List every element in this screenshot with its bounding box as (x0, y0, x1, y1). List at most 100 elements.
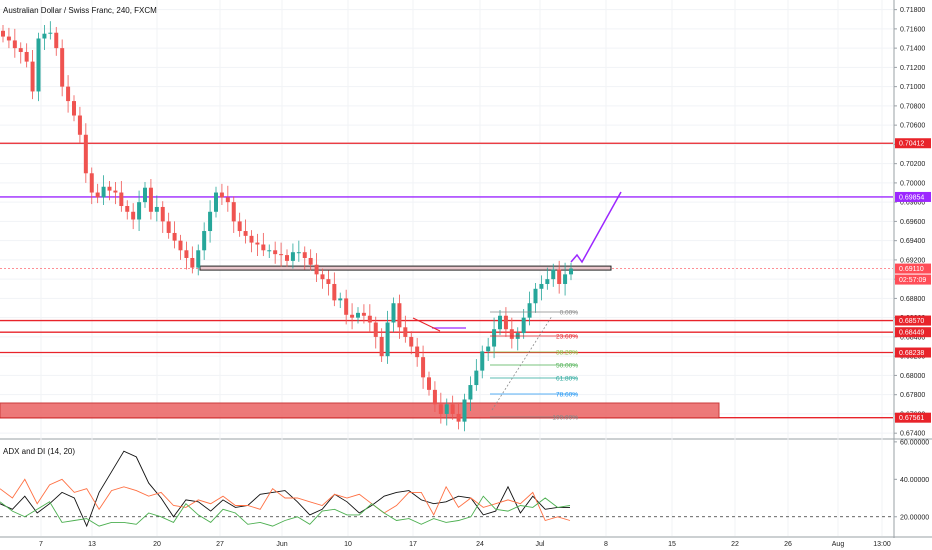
candle[interactable] (332, 283, 337, 301)
candle[interactable] (273, 250, 278, 255)
candle[interactable] (208, 211, 213, 232)
candle[interactable] (557, 269, 562, 284)
candle[interactable] (231, 202, 236, 222)
candle[interactable] (397, 303, 402, 328)
candle[interactable] (468, 385, 473, 400)
candle[interactable] (54, 32, 59, 49)
candle[interactable] (296, 252, 301, 254)
candle[interactable] (214, 192, 218, 212)
candle[interactable] (356, 312, 360, 318)
candle[interactable] (314, 264, 319, 275)
candle[interactable] (385, 322, 390, 357)
trend-segment[interactable] (412, 317, 441, 332)
candle[interactable] (290, 252, 295, 261)
candle[interactable] (131, 211, 136, 220)
candle[interactable] (30, 61, 35, 92)
candle[interactable] (279, 254, 284, 256)
candle[interactable] (89, 173, 94, 193)
candle[interactable] (285, 255, 289, 261)
candle[interactable] (12, 40, 17, 49)
candle[interactable] (480, 351, 485, 371)
candle[interactable] (456, 413, 461, 422)
candle[interactable] (474, 370, 479, 386)
candle[interactable] (24, 51, 29, 62)
candle[interactable] (18, 48, 23, 52)
candle[interactable] (462, 399, 467, 422)
candle[interactable] (444, 404, 449, 414)
candle[interactable] (486, 346, 491, 352)
candle[interactable] (527, 303, 532, 318)
candle[interactable] (320, 274, 325, 280)
candle[interactable] (326, 279, 331, 284)
candle[interactable] (344, 298, 349, 315)
candle[interactable] (125, 206, 130, 212)
candle[interactable] (107, 186, 112, 191)
candle[interactable] (533, 288, 538, 304)
candle[interactable] (119, 192, 124, 207)
candle[interactable] (302, 252, 307, 258)
price-axis[interactable]: 7 13 20 27 Jun 10 17 24 Jul 8 15 22 26 Aug 13:00 0.7180… (39, 7, 931, 548)
candle[interactable] (503, 315, 508, 330)
candle[interactable] (66, 86, 71, 102)
candle[interactable] (1, 30, 5, 37)
candle[interactable] (60, 48, 65, 87)
candle[interactable] (551, 269, 556, 280)
indicator-line[interactable] (0, 495, 571, 527)
candle[interactable] (184, 250, 189, 258)
candle[interactable] (48, 32, 53, 34)
candle[interactable] (101, 186, 106, 198)
candle[interactable] (154, 206, 159, 212)
candle[interactable] (77, 115, 82, 135)
candle[interactable] (427, 377, 431, 390)
candle[interactable] (421, 357, 426, 378)
candle[interactable] (255, 242, 260, 245)
candle[interactable] (95, 192, 100, 198)
indicator-line[interactable] (0, 450, 570, 528)
candle[interactable] (172, 232, 177, 241)
candle[interactable] (563, 274, 568, 284)
candle[interactable] (350, 314, 355, 318)
candle[interactable] (249, 235, 254, 243)
candle[interactable] (148, 187, 153, 212)
candle[interactable] (338, 298, 343, 301)
resistance-band[interactable] (199, 265, 612, 271)
candle[interactable] (432, 389, 437, 405)
support-zone[interactable] (0, 402, 720, 419)
candle[interactable] (166, 221, 171, 233)
candle[interactable] (498, 315, 502, 330)
candle[interactable] (379, 336, 384, 357)
candle[interactable] (261, 244, 266, 251)
candle[interactable] (42, 33, 47, 39)
candle[interactable] (373, 322, 378, 337)
indicator-line[interactable] (0, 478, 571, 522)
candle[interactable] (72, 101, 76, 116)
candle[interactable] (438, 404, 443, 414)
candle[interactable] (113, 190, 118, 193)
candle[interactable] (178, 240, 183, 251)
candle[interactable] (415, 346, 420, 358)
plot-area[interactable]: 0.00% 23.60% 38.20% 50.00% 61.80% 78.60% 100.0… (0, 21, 893, 528)
candle[interactable] (450, 404, 455, 414)
candle[interactable] (6, 36, 11, 41)
candle[interactable] (237, 221, 242, 232)
candle[interactable] (391, 303, 396, 323)
candle[interactable] (539, 283, 544, 289)
candle[interactable] (509, 329, 514, 339)
candle[interactable] (196, 250, 201, 268)
candle[interactable] (361, 312, 366, 316)
projection-path[interactable] (570, 191, 622, 264)
candle[interactable] (403, 327, 408, 337)
candle[interactable] (83, 134, 88, 174)
candle[interactable] (202, 231, 207, 251)
candle[interactable] (521, 317, 526, 334)
candle[interactable] (308, 257, 313, 265)
candle[interactable] (492, 329, 497, 347)
candle[interactable] (225, 197, 230, 203)
candle[interactable] (219, 192, 224, 198)
candle[interactable] (243, 231, 248, 236)
candle[interactable] (545, 279, 550, 284)
candle[interactable] (569, 268, 573, 275)
candle[interactable] (267, 250, 272, 252)
candle[interactable] (367, 315, 372, 323)
